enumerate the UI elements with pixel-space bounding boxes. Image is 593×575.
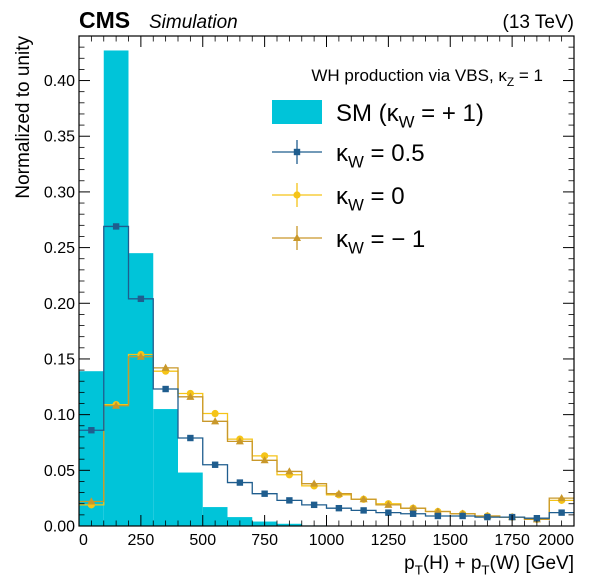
x-tick-label: 2000 [538,532,574,549]
legend-swatch-sm [272,100,322,124]
series-1-point [137,295,145,303]
legend: WH production via VBS, κZ = 1 SM (κW = + … [272,66,543,258]
series-3-point [112,401,121,409]
series-1-point [533,515,541,522]
series-3-point [136,352,145,360]
series-1-point [385,509,392,516]
x-axis-title: pT(H) + pT(W) [GeV] [404,553,574,575]
sm-bar [153,409,178,526]
series-1-point [211,461,219,468]
legend-marker [293,233,301,241]
simulation-label: Simulation [149,12,238,33]
sm-bar [103,50,129,527]
series-3-point [260,456,269,464]
series-1-point [360,507,367,514]
series-3-point [310,479,319,487]
series-3-point [334,489,343,497]
legend-label: κW = 0.5 [336,140,425,172]
series-3-point [285,467,294,475]
series-3-point [161,363,170,371]
x-tick-label: 1500 [432,532,468,549]
series-1-point [558,509,565,516]
legend-label: κW = 0 [336,183,405,215]
series-2-point [261,452,269,460]
y-tick-label: 0.20 [44,296,75,313]
x-tick-label: 250 [128,532,155,549]
series-1-point [112,223,120,230]
series-3-point [211,417,220,425]
legend-label: SM (κW = + 1) [336,100,484,132]
y-tick-label: 0.40 [44,73,75,90]
y-axis-title: Normalized to unity [13,36,34,199]
y-tick-label: 0.15 [44,351,75,368]
legend-label: κW = − 1 [336,226,425,258]
axis-titles: pT(H) + pT(W) [GeV] Normalized to unity [13,36,574,575]
series-1-point [88,427,95,434]
x-tick-label: 1250 [371,532,407,549]
series-layer [79,50,574,527]
series-3-point [186,392,195,400]
series-1-point [286,497,293,504]
legend-title: WH production via VBS, κZ = 1 [311,66,543,89]
series-1-point [187,434,194,442]
series-3-point [235,437,244,445]
legend-marker [293,191,301,199]
experiment-label: CMS [79,7,130,33]
series-1-point [236,479,244,486]
x-tick-label: 500 [189,532,216,549]
series-3-point [87,497,96,505]
sm-bar [178,472,203,526]
series-1-point [484,513,491,521]
series-3-point [384,500,393,508]
y-tick-label: 0.10 [44,407,75,424]
series-1-point [162,385,169,393]
series-3-point [359,495,368,503]
series-1-point [459,512,466,520]
series-3-point [409,503,418,512]
series-1-point [335,504,343,512]
y-tick-label: 0.05 [44,463,75,480]
legend-marker [293,148,301,156]
axes-layer: 0 250 500 750 1000 1250 1500 1750 2000 0.00 0.05 0.… [44,35,575,549]
series-1-point [261,490,268,497]
series-3-point [557,493,566,502]
energy-label: (13 TeV) [503,12,574,33]
x-tick-label: 1000 [309,532,345,549]
x-tick-label: 1750 [494,532,530,549]
x-tick-label: 0 [79,532,88,549]
series-1-point [310,501,318,509]
series-1-point [409,510,417,517]
y-tick-label: 0.35 [44,129,75,146]
sm-bar [202,507,228,526]
sm-bar [128,253,154,526]
y-tick-label: 0.00 [44,519,75,536]
series-3-point [433,507,442,515]
y-tick-label: 0.25 [44,240,75,257]
series-1-point [434,512,442,520]
y-tick-label: 0.30 [44,184,75,201]
series-2-point [211,409,219,418]
x-tick-label: 750 [251,532,278,549]
